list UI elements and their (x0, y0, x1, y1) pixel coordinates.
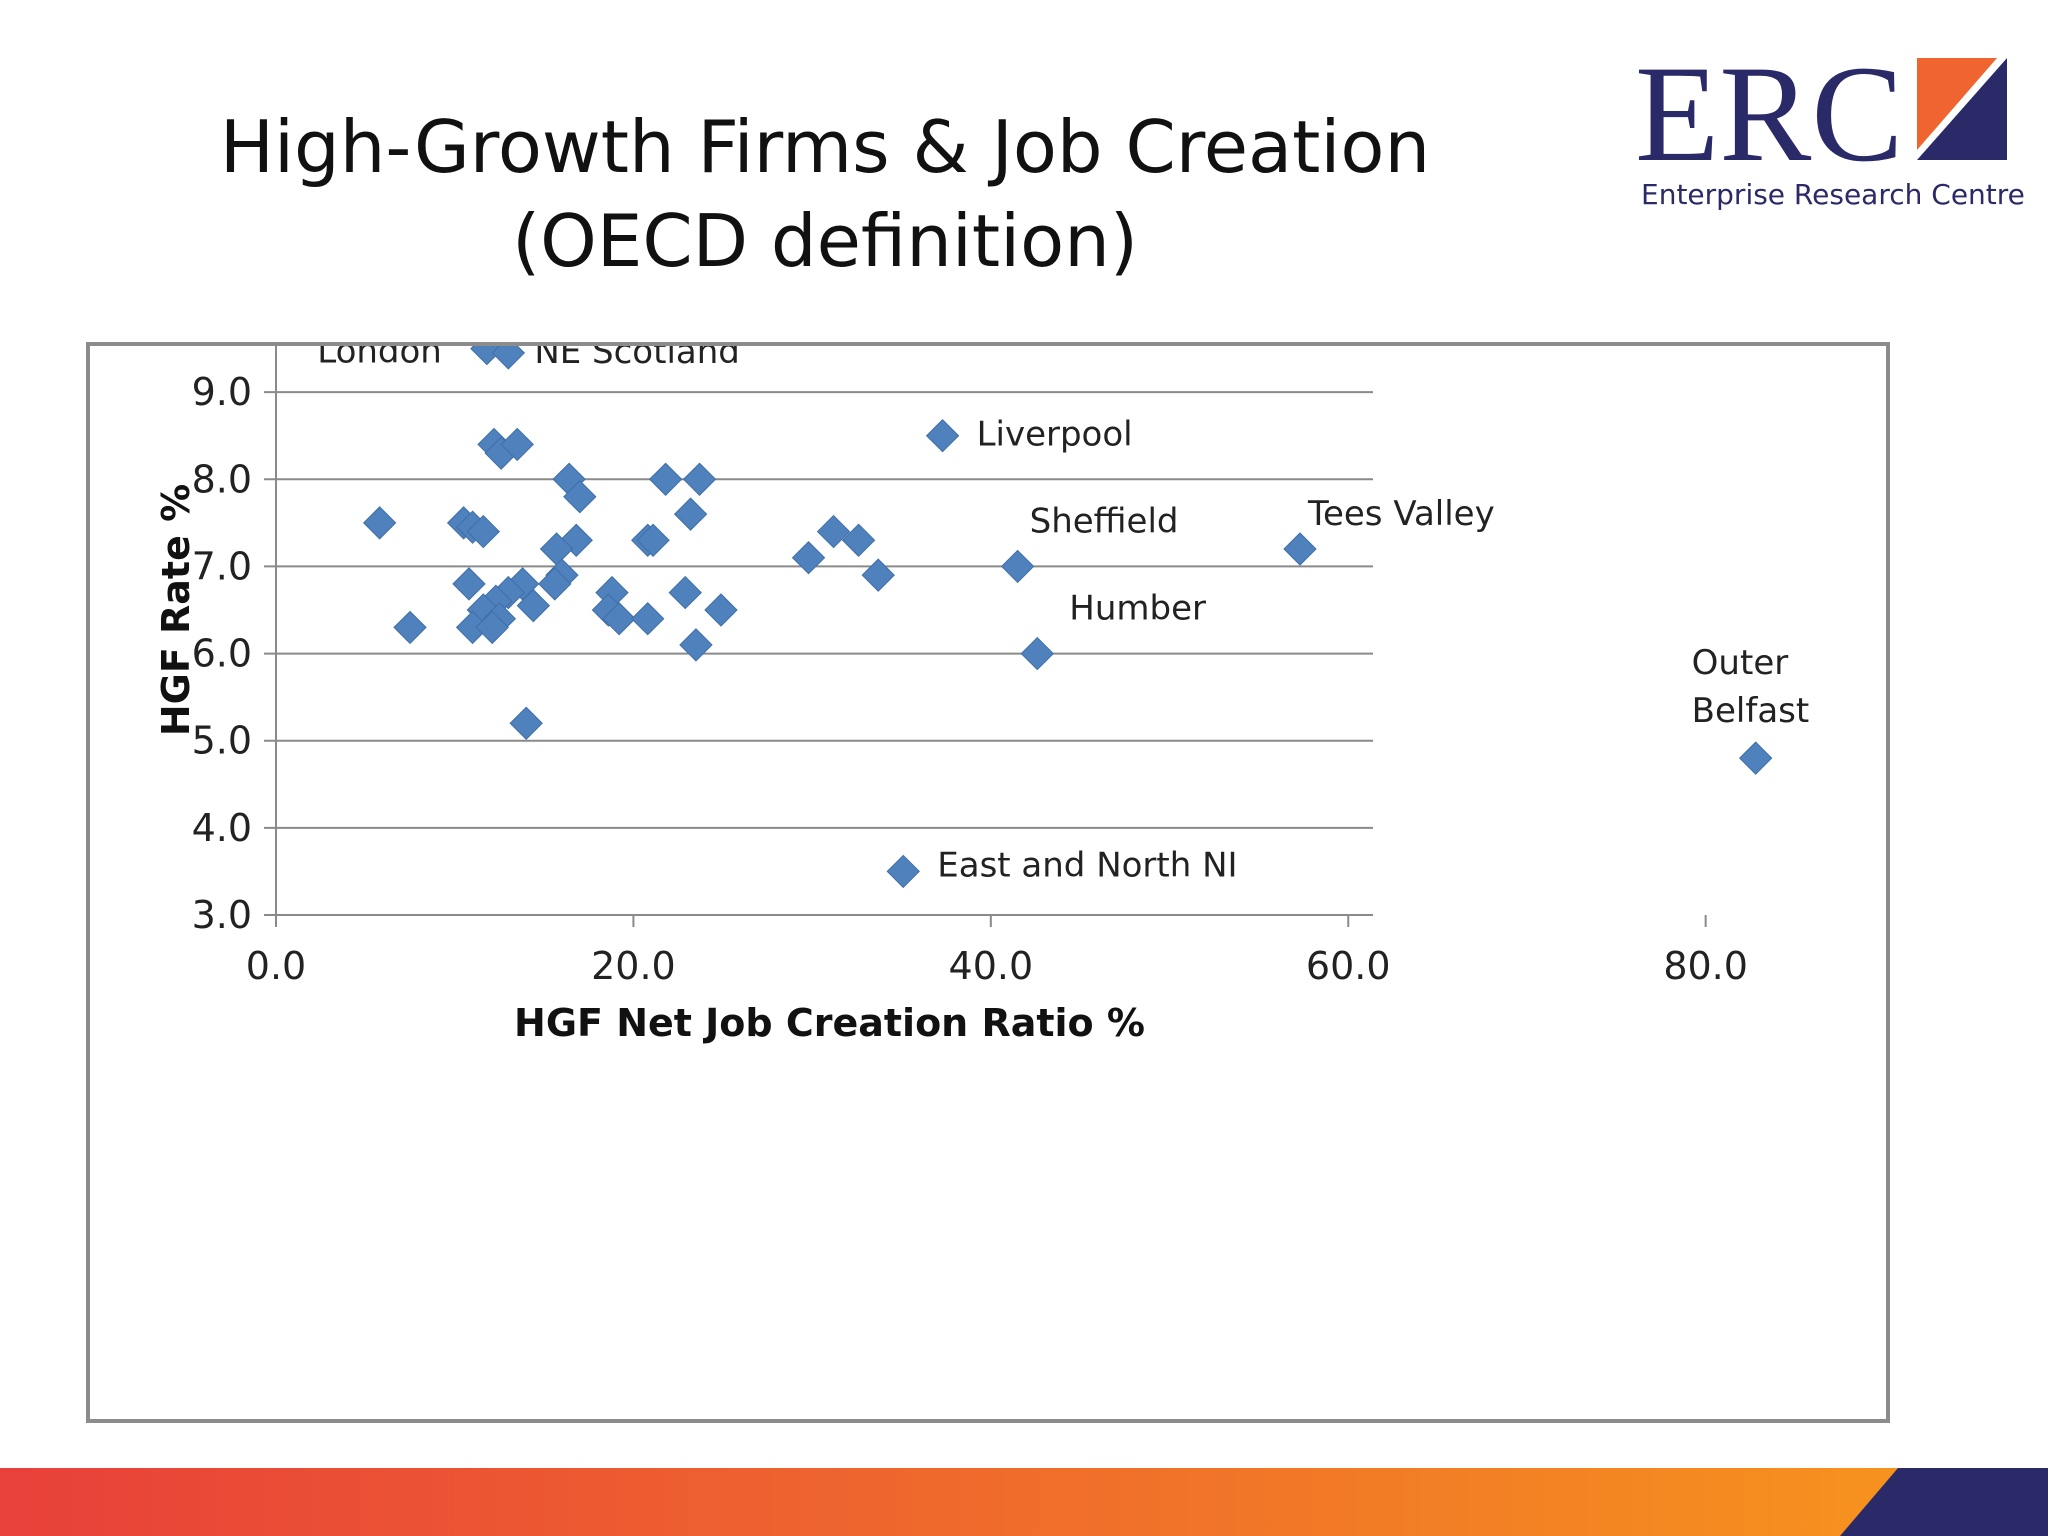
data-point-marker (1000, 549, 1035, 584)
y-axis-title: HGF Rate % (154, 484, 198, 736)
chart-frame: 3.04.05.06.07.08.09.010.00.020.040.060.0… (86, 342, 1890, 1423)
tick-labels: 3.04.05.06.07.08.09.010.00.020.040.060.0… (192, 370, 1748, 988)
x-tick-label: 60.0 (1306, 944, 1391, 988)
footer-band (0, 1468, 2048, 1536)
x-axis-title: HGF Net Job Creation Ratio % (514, 1001, 1145, 1045)
data-point-marker (452, 567, 486, 601)
data-point-marker (491, 346, 526, 370)
point-label-line: Belfast (1692, 691, 1810, 731)
data-point-marker (602, 602, 636, 636)
point-label: London (317, 346, 442, 372)
erc-tagline: Enterprise Research Centre (1641, 178, 2025, 211)
data-point-marker (668, 575, 702, 610)
x-tick-label: 40.0 (949, 944, 1034, 988)
data-point-marker (631, 602, 665, 636)
data-point-marker (679, 628, 713, 662)
data-point-marker (682, 462, 717, 496)
footer-orange-stripe (0, 1468, 1898, 1536)
scatter-chart: 3.04.05.06.07.08.09.010.00.020.040.060.0… (154, 346, 1809, 1045)
data-point-marker (791, 541, 826, 575)
data-point-marker (362, 506, 397, 540)
gridlines (264, 391, 1373, 916)
data-points (362, 346, 1773, 889)
point-label: Outer Belfast (1692, 643, 1810, 731)
data-point-marker (1283, 532, 1317, 566)
point-labels: London NE Scotland Liverpool Sheffield Tees … (317, 346, 1809, 885)
y-tick-label: 4.0 (192, 806, 252, 850)
erc-emblem-icon (1917, 58, 2007, 160)
data-point-marker (886, 854, 920, 889)
erc-logo: ERC Enterprise Research Centre (1635, 50, 2025, 220)
x-tick-label: 20.0 (591, 944, 676, 988)
point-label: Humber (1069, 589, 1206, 629)
y-tick-label: 3.0 (192, 893, 252, 937)
data-point-marker (636, 523, 670, 557)
data-point-marker (861, 558, 895, 592)
point-label: East and North NI (937, 845, 1237, 885)
point-label: Liverpool (977, 415, 1133, 455)
data-point-marker (466, 514, 501, 549)
axes (275, 346, 1707, 927)
x-tick-label: 80.0 (1663, 944, 1748, 988)
data-point-marker (538, 567, 572, 601)
erc-wordmark-text: ERC (1635, 50, 1903, 175)
slide-title-line1: High-Growth Firms & Job Creation (219, 105, 1431, 189)
point-label-line: Outer (1692, 643, 1789, 683)
data-point-marker (704, 593, 738, 627)
data-point-marker (509, 706, 543, 740)
slide-title: High-Growth Firms & Job Creation (OECD d… (180, 100, 1470, 288)
slide-title-line2: (OECD definition) (512, 199, 1138, 283)
erc-wordmark: ERC (1635, 50, 2007, 175)
data-point-marker (516, 588, 551, 623)
data-point-marker (1020, 636, 1054, 671)
point-label: Sheffield (1030, 501, 1179, 541)
data-point-marker (673, 497, 708, 531)
data-point-marker (648, 462, 683, 496)
y-tick-label: 5.0 (192, 719, 252, 763)
data-point-marker (925, 419, 960, 453)
data-point-marker (563, 480, 597, 514)
data-point-marker (393, 610, 427, 645)
y-tick-label: 7.0 (192, 544, 252, 588)
y-tick-label: 9.0 (192, 370, 252, 414)
data-point-marker (475, 610, 509, 645)
point-label: NE Scotland (534, 346, 740, 372)
y-tick-label: 6.0 (192, 632, 252, 676)
data-point-marker (500, 427, 534, 462)
data-point-marker (816, 514, 851, 549)
data-point-marker (841, 523, 876, 557)
point-label: Tees Valley (1307, 494, 1495, 534)
footer-navy-block (1840, 1468, 2048, 1536)
y-tick-label: 8.0 (192, 457, 252, 501)
data-point-marker (1738, 741, 1773, 775)
x-tick-label: 0.0 (246, 944, 306, 988)
